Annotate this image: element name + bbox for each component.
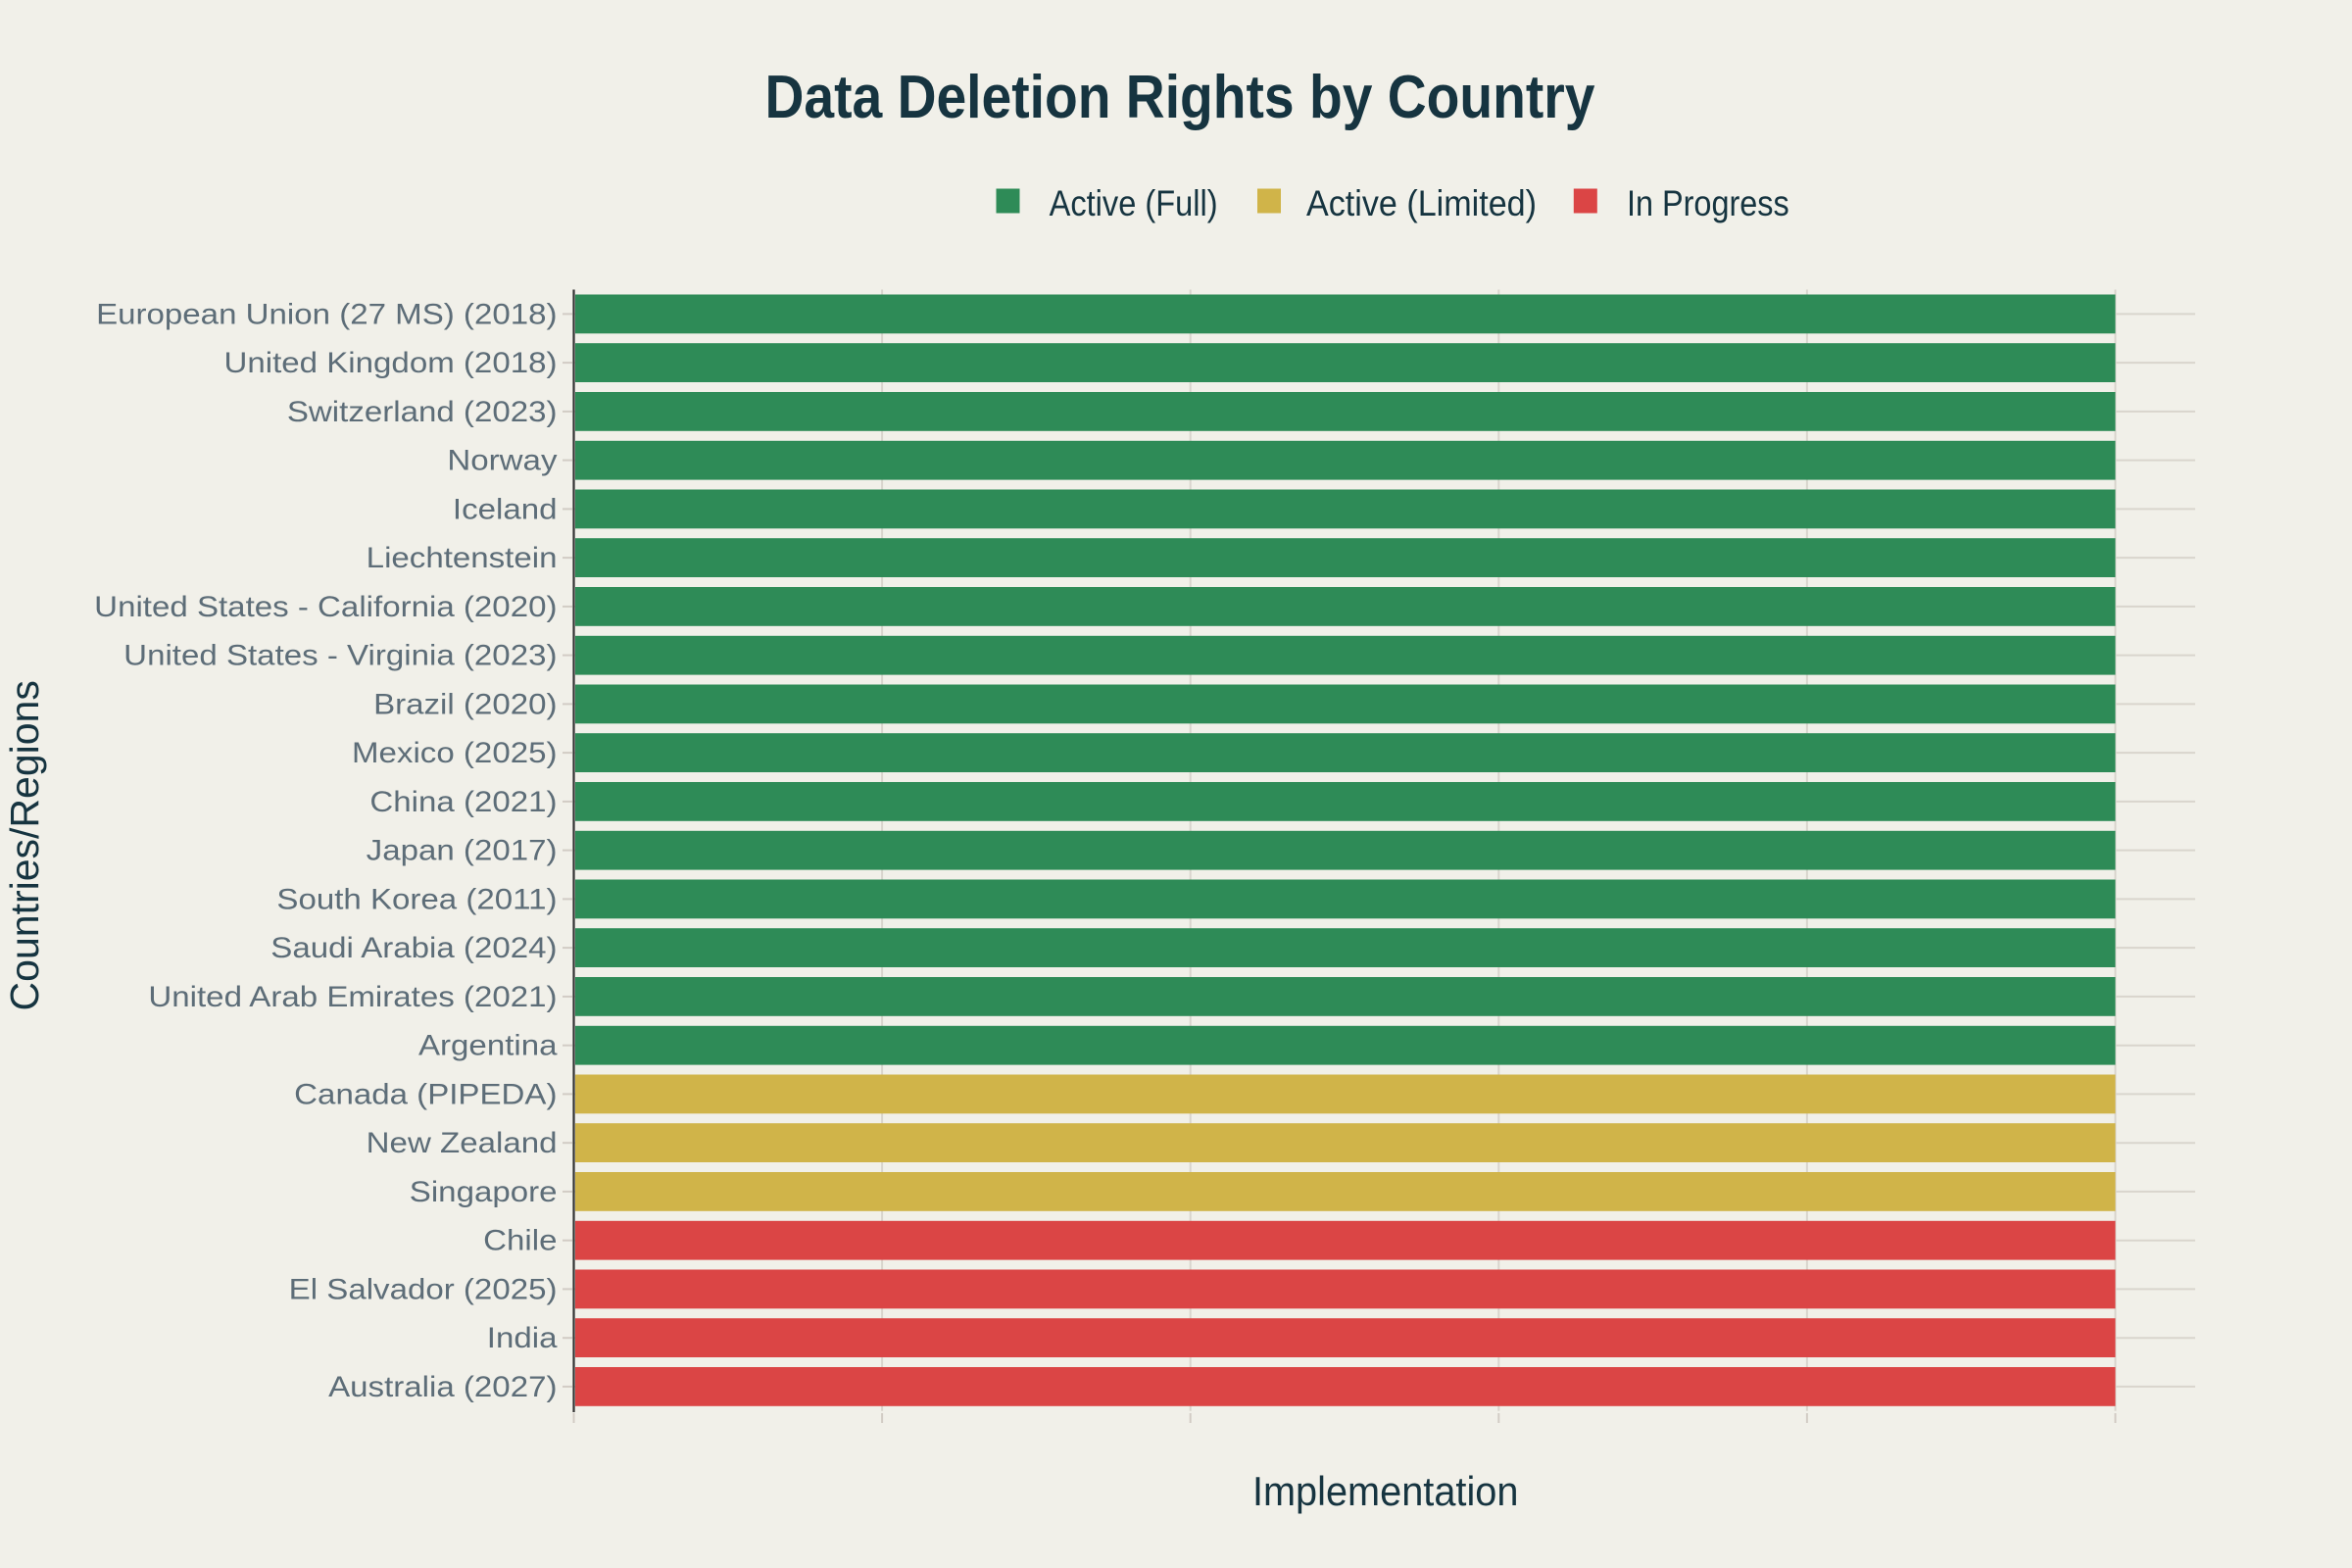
svg-text:Singapore: Singapore (410, 1176, 558, 1208)
svg-text:United States - California (20: United States - California (2020) (94, 591, 557, 623)
svg-text:Implementation: Implementation (1252, 1468, 1519, 1514)
svg-text:Saudi Arabia (2024): Saudi Arabia (2024) (270, 932, 557, 964)
svg-text:Japan (2017): Japan (2017) (367, 835, 558, 867)
svg-text:El Salvador (2025): El Salvador (2025) (289, 1273, 558, 1305)
svg-text:United States - Virginia (2023: United States - Virginia (2023) (123, 640, 557, 672)
svg-text:Argentina: Argentina (418, 1030, 558, 1062)
svg-text:Norway: Norway (447, 445, 557, 477)
svg-text:Data Deletion Rights by Countr: Data Deletion Rights by Country (765, 64, 1595, 131)
svg-text:United Kingdom (2018): United Kingdom (2018) (224, 347, 558, 379)
svg-text:South Korea (2011): South Korea (2011) (276, 883, 557, 915)
svg-text:China (2021): China (2021) (369, 786, 557, 818)
svg-text:Iceland: Iceland (453, 493, 558, 525)
svg-text:Chile: Chile (483, 1225, 557, 1257)
svg-text:Countries/Regions: Countries/Regions (2, 680, 47, 1010)
svg-text:Liechtenstein: Liechtenstein (367, 542, 558, 574)
svg-text:Mexico (2025): Mexico (2025) (352, 737, 558, 769)
svg-text:India: India (487, 1322, 558, 1354)
svg-text:European Union (27 MS) (2018): European Union (27 MS) (2018) (96, 298, 557, 330)
svg-text:Active (Limited): Active (Limited) (1306, 183, 1537, 223)
svg-text:Australia (2027): Australia (2027) (328, 1371, 557, 1403)
svg-text:In Progress: In Progress (1627, 183, 1789, 223)
svg-text:United Arab Emirates (2021): United Arab Emirates (2021) (148, 981, 557, 1013)
svg-text:Brazil (2020): Brazil (2020) (373, 688, 557, 720)
svg-text:Canada (PIPEDA): Canada (PIPEDA) (294, 1078, 557, 1110)
svg-text:Switzerland (2023): Switzerland (2023) (287, 396, 558, 428)
svg-text:Active (Full): Active (Full) (1050, 183, 1218, 223)
svg-text:New Zealand: New Zealand (367, 1127, 558, 1159)
